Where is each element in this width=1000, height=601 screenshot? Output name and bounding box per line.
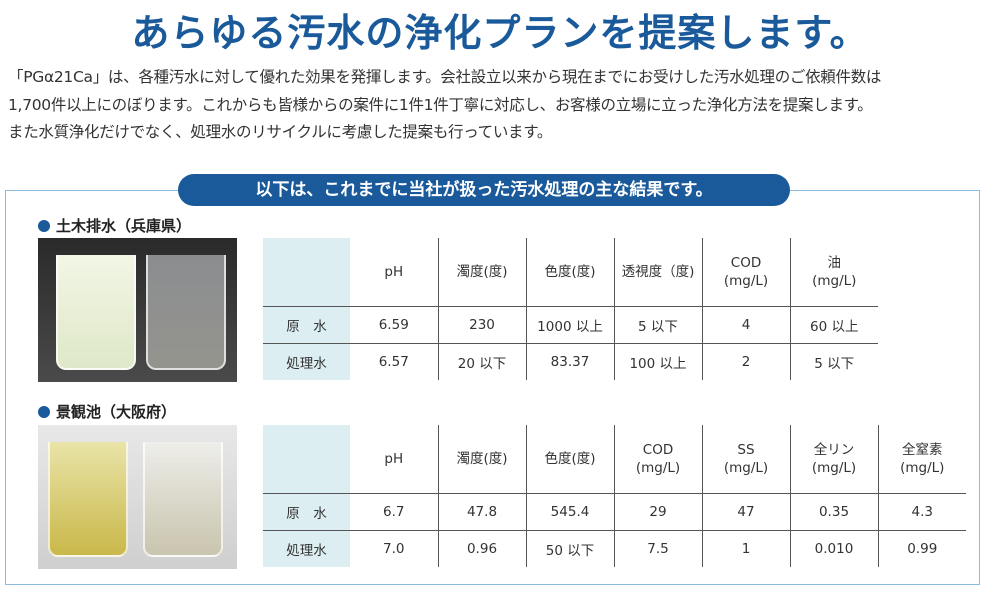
- table-cell: 83.37: [525, 342, 614, 380]
- table-cell: 2: [701, 342, 790, 380]
- results-table: pH 濁度(度) 色度(度) COD (mg/L) SS (mg/L) 全リン (mg/L) 全窒…: [263, 425, 966, 567]
- results-banner: 以下は、これまでに当社が扱った汚水処理の主な結果です。: [178, 174, 790, 206]
- row-label: 処理水: [263, 529, 350, 567]
- table-cell: 6.59: [350, 305, 438, 343]
- table-cell: 60 以上: [789, 305, 878, 343]
- sample-photo: [38, 238, 237, 382]
- bullet-icon: [38, 406, 50, 418]
- column-header: SS (mg/L): [701, 425, 790, 493]
- row-label: 原 水: [263, 492, 350, 530]
- table-cell: 0.99: [877, 529, 966, 567]
- column-header: 濁度(度): [437, 238, 526, 306]
- table-cell: 47.8: [437, 492, 526, 530]
- row-label: 処理水: [263, 342, 350, 380]
- table-cell: 4.3: [877, 492, 966, 530]
- bullet-icon: [38, 220, 50, 232]
- table-row: 原 水 6.7 47.8 545.4 29 47 0.35 4.3: [263, 492, 966, 530]
- table-cell: 4: [701, 305, 790, 343]
- intro-line: 「PGα21Ca」は、各種汚水に対して優れた効果を発揮します。会社設立以来から現…: [8, 68, 882, 86]
- column-header: 透視度（度): [613, 238, 702, 306]
- table-cell: 5 以下: [789, 342, 878, 380]
- section-heading: 土木排水（兵庫県）: [38, 215, 191, 236]
- corner-cell: [263, 425, 350, 493]
- intro-text: 「PGα21Ca」は、各種汚水に対して優れた効果を発揮します。会社設立以来から現…: [8, 64, 998, 147]
- table-row: 処理水 6.57 20 以下 83.37 100 以上 2 5 以下: [263, 342, 878, 380]
- table-cell: 0.35: [789, 492, 878, 530]
- table-cell: 47: [701, 492, 790, 530]
- table-cell: 1000 以上: [525, 305, 614, 343]
- row-label: 原 水: [263, 305, 350, 343]
- table-cell: 6.57: [350, 342, 438, 380]
- table-cell: 0.010: [789, 529, 878, 567]
- table-cell: 0.96: [437, 529, 526, 567]
- results-table: pH 濁度(度) 色度(度) 透視度（度) COD (mg/L) 油 (mg/L) 原 水 6.5…: [263, 238, 878, 380]
- table-cell: 100 以上: [613, 342, 702, 380]
- table-row: 処理水 7.0 0.96 50 以下 7.5 1 0.010 0.99: [263, 529, 966, 567]
- intro-line: また水質浄化だけでなく、処理水のリサイクルに考慮した提案も行っています。: [8, 123, 553, 141]
- column-header: 油 (mg/L): [789, 238, 878, 306]
- intro-line: 1,700件以上にのぼります。これからも皆様からの案件に1件1件丁寧に対応し、お…: [8, 95, 873, 114]
- sample-photo: [38, 425, 237, 569]
- table-cell: 5 以下: [613, 305, 702, 343]
- corner-cell: [263, 238, 350, 306]
- page-title: あらゆる汚水の浄化プランを提案します。: [131, 11, 869, 55]
- column-header: 全リン (mg/L): [789, 425, 878, 493]
- column-header: COD (mg/L): [701, 238, 790, 306]
- column-header: 色度(度): [525, 238, 614, 306]
- column-header: pH: [384, 450, 404, 467]
- table-cell: 50 以下: [525, 529, 614, 567]
- column-header: 全窒素 (mg/L): [877, 425, 966, 493]
- section-heading: 景観池（大阪府）: [38, 401, 176, 422]
- table-cell: 1: [701, 529, 790, 567]
- column-header: pH: [384, 263, 404, 280]
- table-cell: 7.5: [613, 529, 702, 567]
- table-cell: 230: [437, 305, 526, 343]
- column-header: 色度(度): [525, 425, 614, 493]
- column-header: COD (mg/L): [613, 425, 702, 493]
- column-header: 濁度(度): [437, 425, 526, 493]
- table-cell: 7.0: [350, 529, 438, 567]
- table-row: 原 水 6.59 230 1000 以上 5 以下 4 60 以上: [263, 305, 878, 343]
- table-cell: 6.7: [350, 492, 438, 530]
- table-cell: 20 以下: [437, 342, 526, 380]
- table-cell: 29: [613, 492, 702, 530]
- table-cell: 545.4: [525, 492, 614, 530]
